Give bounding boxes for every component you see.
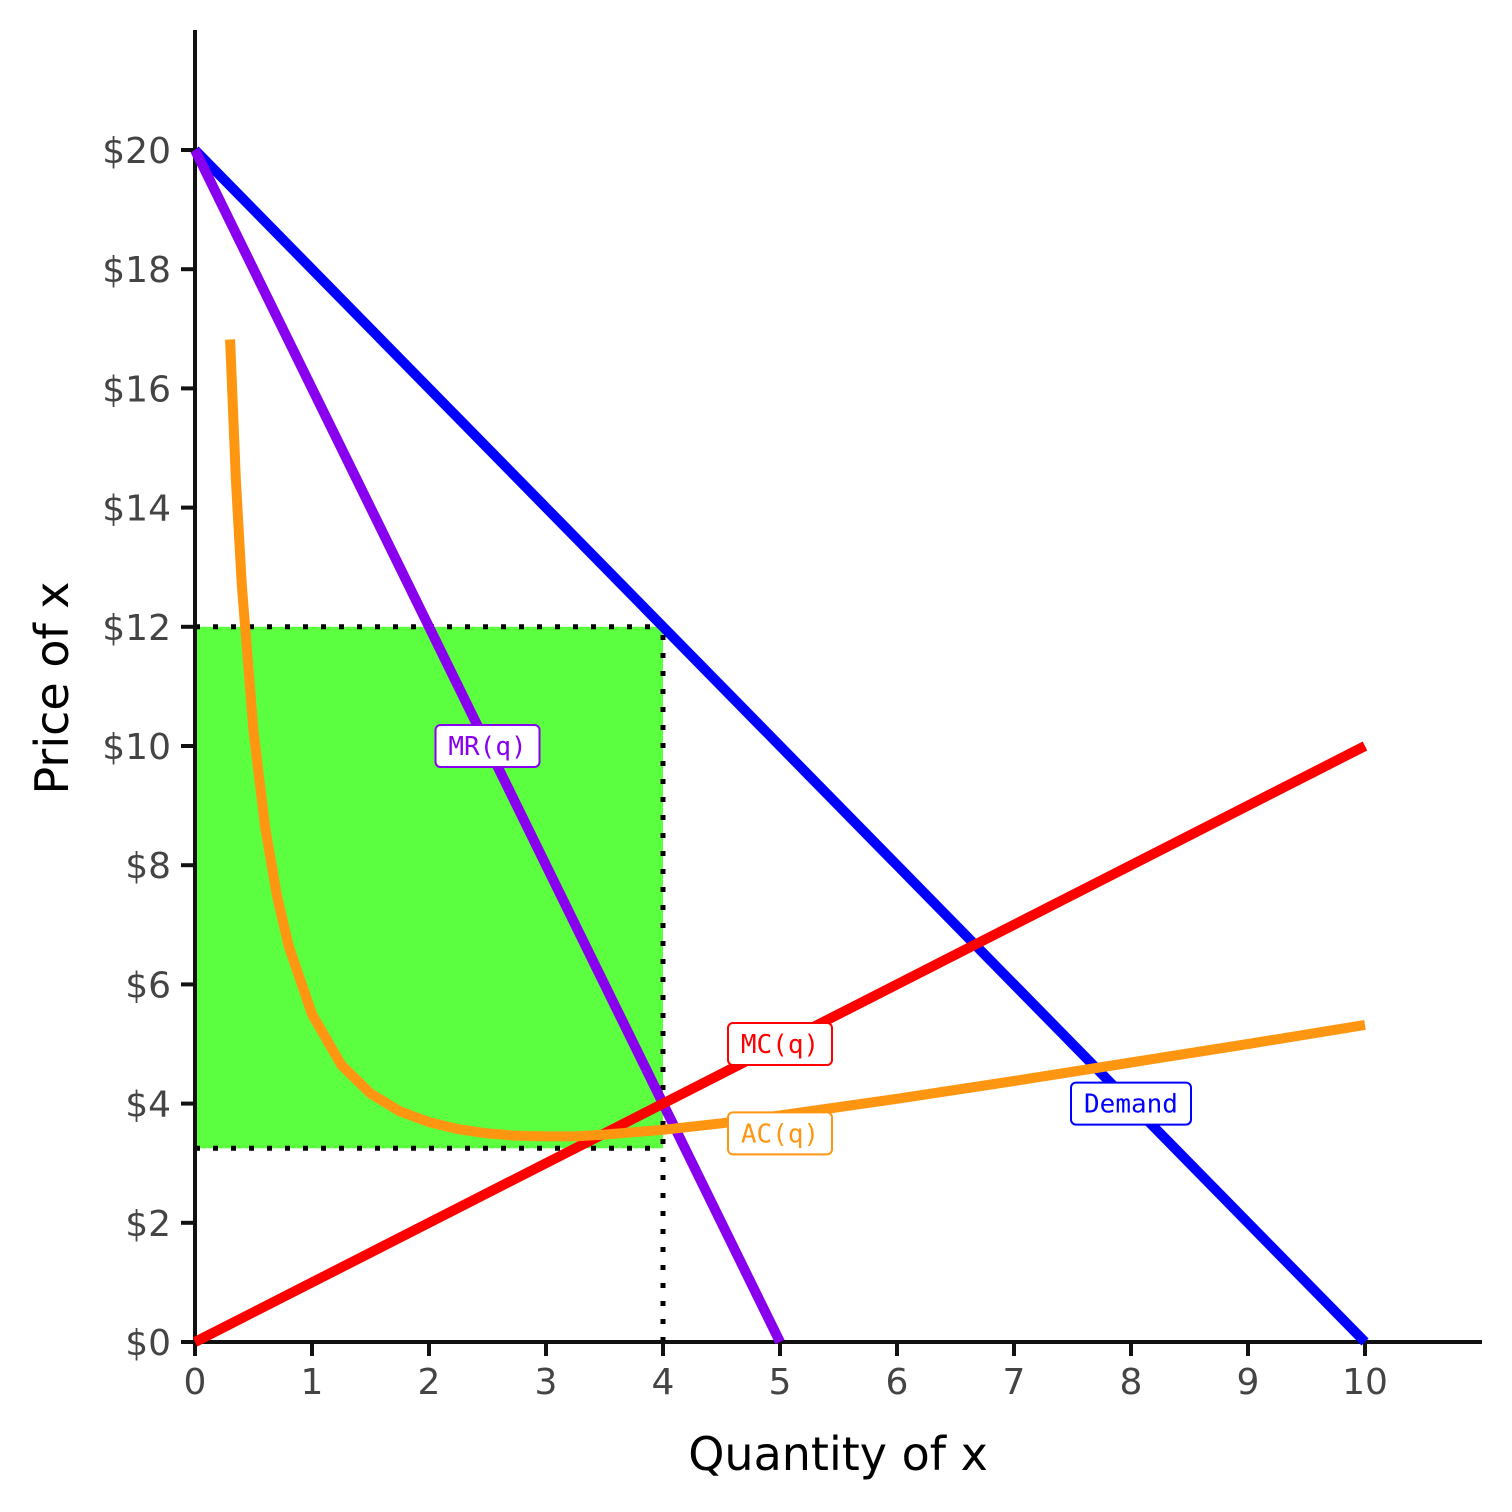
x-tick-label: 10 <box>1342 1362 1388 1403</box>
curve-label-box <box>727 1022 833 1066</box>
y-tick-label: $4 <box>125 1085 171 1126</box>
axes-layer: 0 1 2 3 4 5 6 7 8 9 10 $0 $2 $4 $6 $8 $10 $12 $14 $16 $18 $20 <box>102 30 1482 1403</box>
x-tick-label: 3 <box>535 1362 558 1403</box>
curve-label-text: Demand <box>1084 1090 1178 1120</box>
curve-label-mc-q: MC(q) <box>727 1022 833 1066</box>
x-tick-label: 9 <box>1237 1362 1260 1403</box>
curve-label-box <box>727 1111 833 1156</box>
y-tick-label: $2 <box>125 1204 171 1245</box>
x-axis-title: Quantity of x <box>688 1427 988 1481</box>
x-tick-label: 7 <box>1003 1362 1026 1403</box>
curve-label-demand: Demand <box>1070 1081 1192 1126</box>
x-tick-label: 5 <box>769 1362 792 1403</box>
curve-label-text: MC(q) <box>741 1030 819 1060</box>
x-tick-label: 1 <box>301 1362 324 1403</box>
x-tick-label: 0 <box>184 1362 207 1403</box>
curve-label-mr-q: MR(q) <box>434 724 541 768</box>
profit-rectangle <box>195 626 663 1149</box>
profit-area-layer <box>195 626 663 1149</box>
y-tick-label: $8 <box>125 846 171 887</box>
series-line-demand <box>191 146 1369 1346</box>
x-tick-label: 6 <box>886 1362 909 1403</box>
y-tick-label: $10 <box>102 727 171 768</box>
x-tick-label: 8 <box>1120 1362 1143 1403</box>
curve-label-text: AC(q) <box>741 1119 819 1149</box>
y-axis-title: Price of x <box>25 581 79 794</box>
y-tick-label: $0 <box>125 1323 171 1364</box>
x-tick-label: 4 <box>652 1362 675 1403</box>
curve-label-text: MR(q) <box>448 732 526 762</box>
y-tick-label: $14 <box>102 489 171 530</box>
y-tick-label: $6 <box>125 965 171 1006</box>
curve-labels-layer: MR(q) MC(q) AC(q) Demand <box>434 724 1192 1156</box>
y-tick-label: $12 <box>102 608 171 649</box>
curve-label-box <box>434 724 541 768</box>
curve-label-box <box>1070 1081 1192 1126</box>
x-tick-label: 2 <box>418 1362 441 1403</box>
y-tick-label: $18 <box>102 250 171 291</box>
y-tick-label: $16 <box>102 369 171 410</box>
curve-label-ac-q: AC(q) <box>727 1111 833 1156</box>
y-tick-label: $20 <box>102 131 171 172</box>
series-line-ac-q <box>225 339 1366 1142</box>
